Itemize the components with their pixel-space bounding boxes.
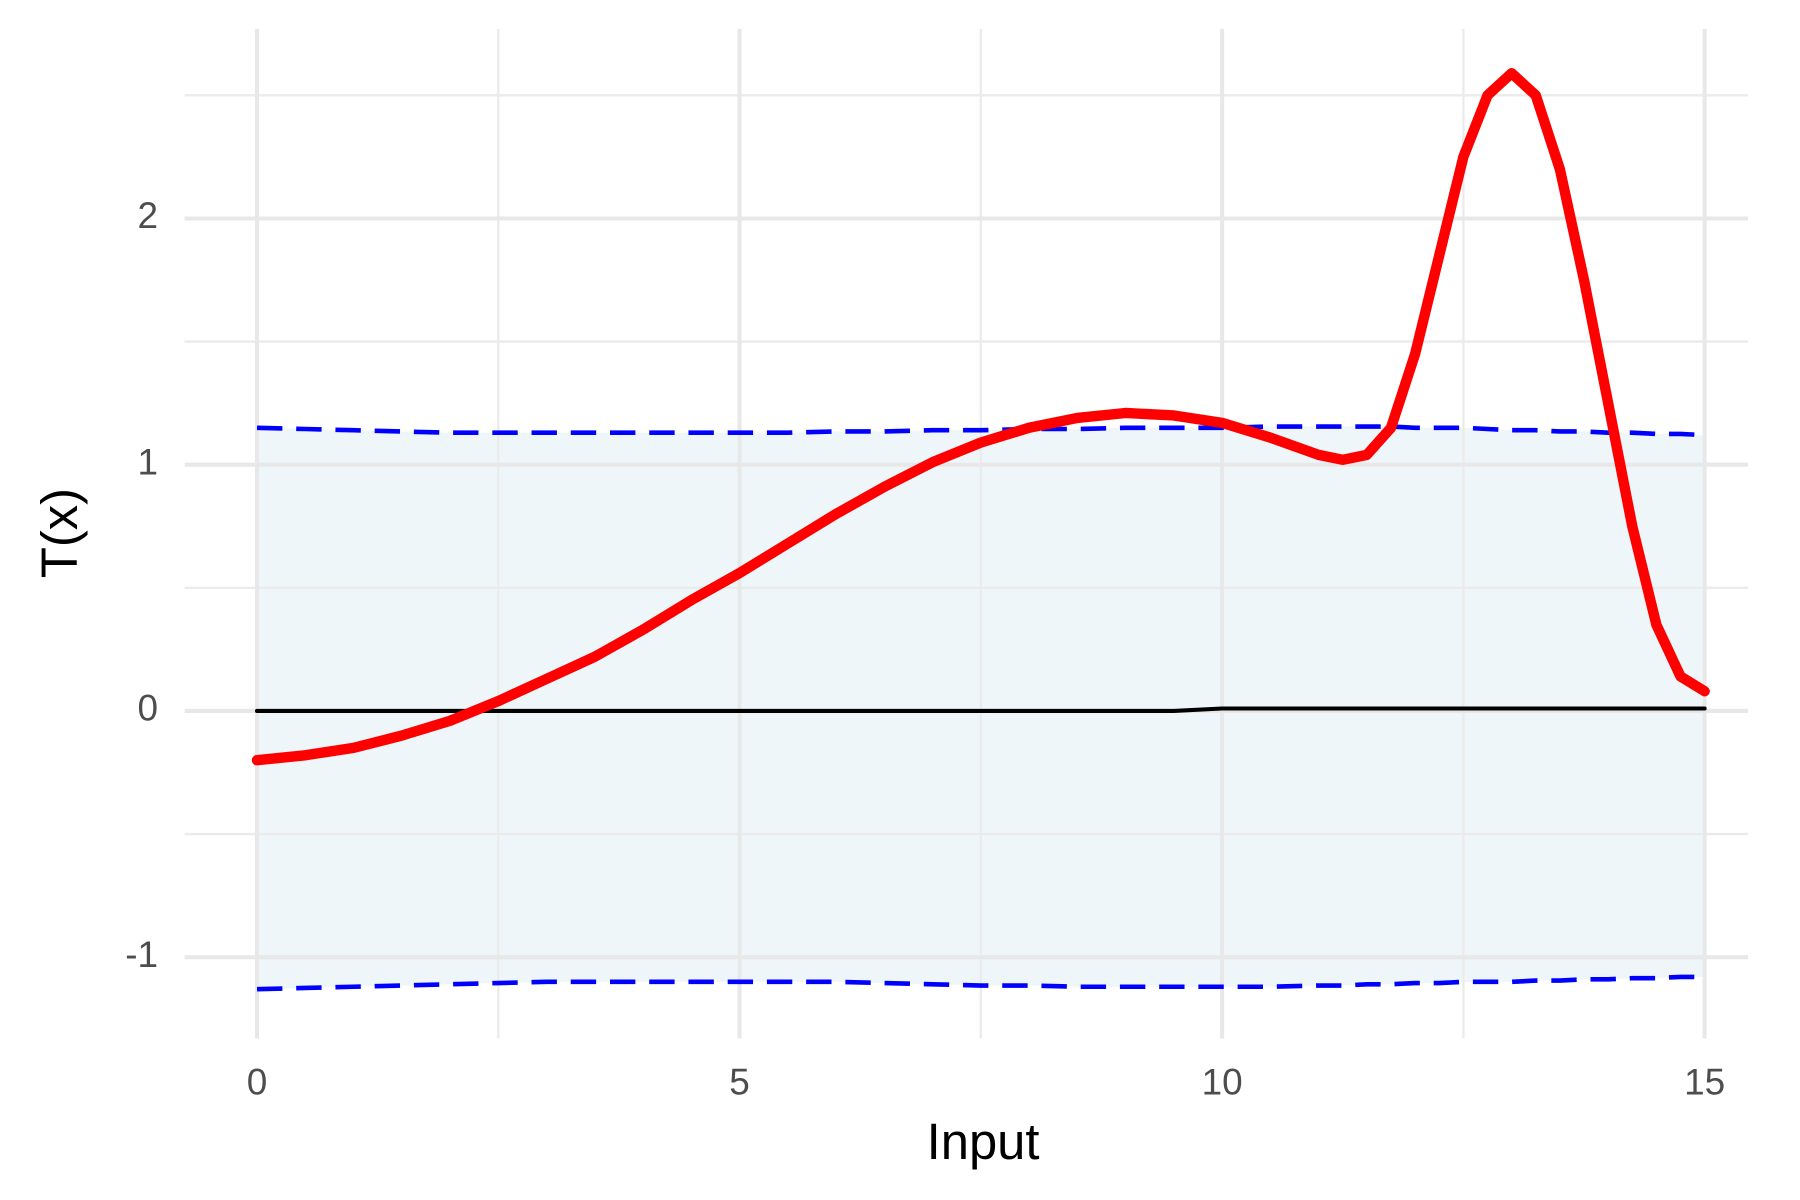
line [251,67,1710,766]
y-tick-label: -1 [125,934,158,975]
line [254,706,1707,713]
x-axis-label: Input [927,1113,1040,1170]
y-tick-label: 1 [138,441,159,482]
y-tick-label: 0 [138,688,159,729]
x-tick-label: 5 [729,1061,750,1102]
x-tick-label: 10 [1202,1061,1243,1102]
y-tick-label: 2 [138,195,159,236]
x-tick-label: 15 [1684,1061,1725,1102]
y-axis-label: T(x) [31,488,88,578]
x-tick-label: 0 [247,1061,268,1102]
bound-line [256,424,1705,438]
bound-line [256,974,1705,992]
